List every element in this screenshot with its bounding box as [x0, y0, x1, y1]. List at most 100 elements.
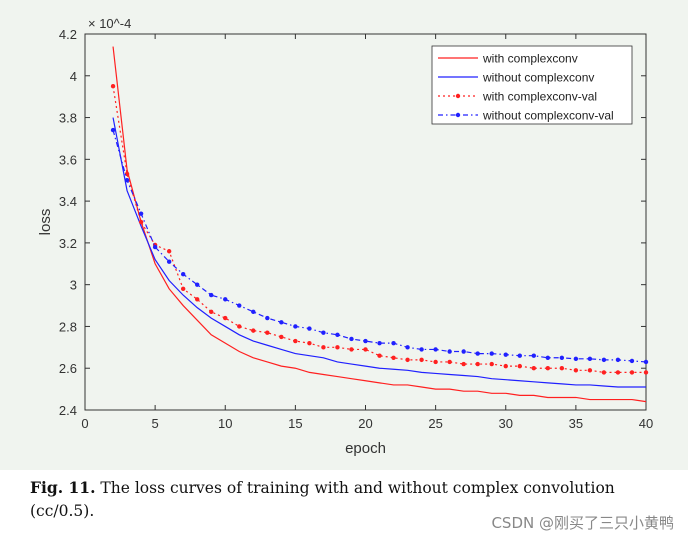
data-point [559, 366, 565, 371]
data-point [587, 356, 593, 362]
legend-label-4: without complexconv-val [482, 109, 614, 123]
data-point [124, 178, 130, 183]
data-point [195, 282, 200, 287]
data-point [419, 347, 424, 352]
y-tick-label: 3.6 [59, 152, 77, 167]
data-point [405, 345, 410, 350]
data-point [363, 338, 368, 344]
data-point [601, 357, 607, 363]
data-point [237, 324, 242, 329]
y-tick-label: 2.4 [59, 403, 77, 418]
data-point [391, 340, 396, 346]
data-point [447, 359, 452, 365]
data-point [321, 330, 326, 335]
data-point [265, 315, 270, 321]
data-point [307, 340, 312, 346]
data-point [110, 127, 116, 133]
data-point [531, 353, 536, 358]
x-tick-label: 20 [358, 416, 372, 431]
y-axis-label: loss [37, 209, 54, 236]
x-axis-label: epoch [345, 440, 386, 457]
data-point [503, 363, 508, 369]
data-point [545, 366, 551, 371]
legend-marker [455, 93, 461, 99]
data-point [545, 355, 551, 360]
legend-label-2: without complexconv [482, 71, 594, 85]
data-point [166, 259, 172, 264]
data-point [643, 370, 649, 375]
data-point [475, 361, 480, 367]
data-point [531, 366, 536, 371]
data-point [363, 347, 368, 352]
figure-caption: Fig. 11. The loss curves of training wit… [30, 476, 680, 523]
data-point [293, 338, 298, 344]
x-tick-label: 35 [569, 416, 583, 431]
data-point [265, 330, 270, 335]
watermark: CSDN @刚买了三只小黄鸭 [491, 514, 674, 532]
data-point [209, 309, 214, 315]
x-tick-label: 5 [152, 416, 159, 431]
data-point [559, 355, 565, 360]
data-point [489, 351, 494, 356]
data-point [209, 292, 214, 298]
data-point [166, 249, 172, 254]
data-point [503, 352, 508, 357]
data-point [279, 320, 284, 325]
legend-label-1: with complexconv [482, 52, 578, 66]
data-point [391, 355, 396, 360]
x-tick-label: 10 [218, 416, 232, 431]
y-tick-label: 2.6 [59, 361, 77, 376]
data-point [419, 357, 424, 363]
data-point [237, 303, 242, 308]
data-point [180, 286, 186, 292]
x-tick-label: 40 [639, 416, 653, 431]
loss-chart: 0 5 10 15 20 25 30 35 40 2.4 2.6 2.8 3 3.2 3.4 3.6 3.8 4 4… [37, 16, 653, 457]
data-point [447, 349, 452, 354]
data-point [615, 357, 621, 363]
caption-label: Fig. 11. [30, 478, 96, 497]
y-tick-label: 3 [70, 278, 77, 293]
y-tick-label: 3.8 [59, 111, 77, 126]
data-point [223, 297, 228, 302]
data-point [223, 315, 228, 321]
data-point [377, 340, 382, 346]
data-point [349, 336, 354, 342]
data-point [629, 370, 635, 375]
y-tick-label: 4.2 [59, 27, 77, 42]
series-line-4 [112, 129, 647, 363]
y-tick-label: 3.4 [59, 194, 77, 209]
series-line-1 [112, 46, 647, 403]
data-point [601, 370, 607, 375]
data-point [433, 347, 438, 352]
data-point [475, 351, 480, 356]
figure: 0 5 10 15 20 25 30 35 40 2.4 2.6 2.8 3 3.2 3.4 3.6 3.8 4 4… [0, 0, 688, 470]
data-point [489, 361, 494, 367]
y-tick-label: 2.8 [59, 319, 77, 334]
data-point [517, 363, 522, 369]
data-point [587, 368, 593, 373]
data-point [629, 358, 635, 364]
data-point [195, 297, 200, 302]
data-point [251, 328, 256, 333]
data-point [517, 353, 522, 358]
data-point [279, 334, 284, 340]
legend-label-3: with complexconv-val [482, 90, 597, 104]
y-tick-label: 4 [70, 69, 77, 84]
caption-text: The loss curves of training with and wit… [30, 479, 615, 520]
data-point [293, 324, 298, 329]
x-tick-label: 30 [499, 416, 513, 431]
x-tick-label: 0 [81, 416, 88, 431]
data-point [461, 361, 466, 367]
data-point [335, 345, 340, 350]
series-line-2 [112, 117, 646, 388]
data-point [307, 326, 312, 331]
data-point [335, 332, 340, 337]
data-point [152, 244, 158, 250]
data-point [405, 357, 410, 363]
data-point [138, 219, 144, 225]
legend-box [431, 45, 633, 125]
data-point [643, 359, 649, 365]
data-point [110, 84, 116, 89]
data-point [433, 359, 438, 365]
data-point [461, 349, 466, 354]
